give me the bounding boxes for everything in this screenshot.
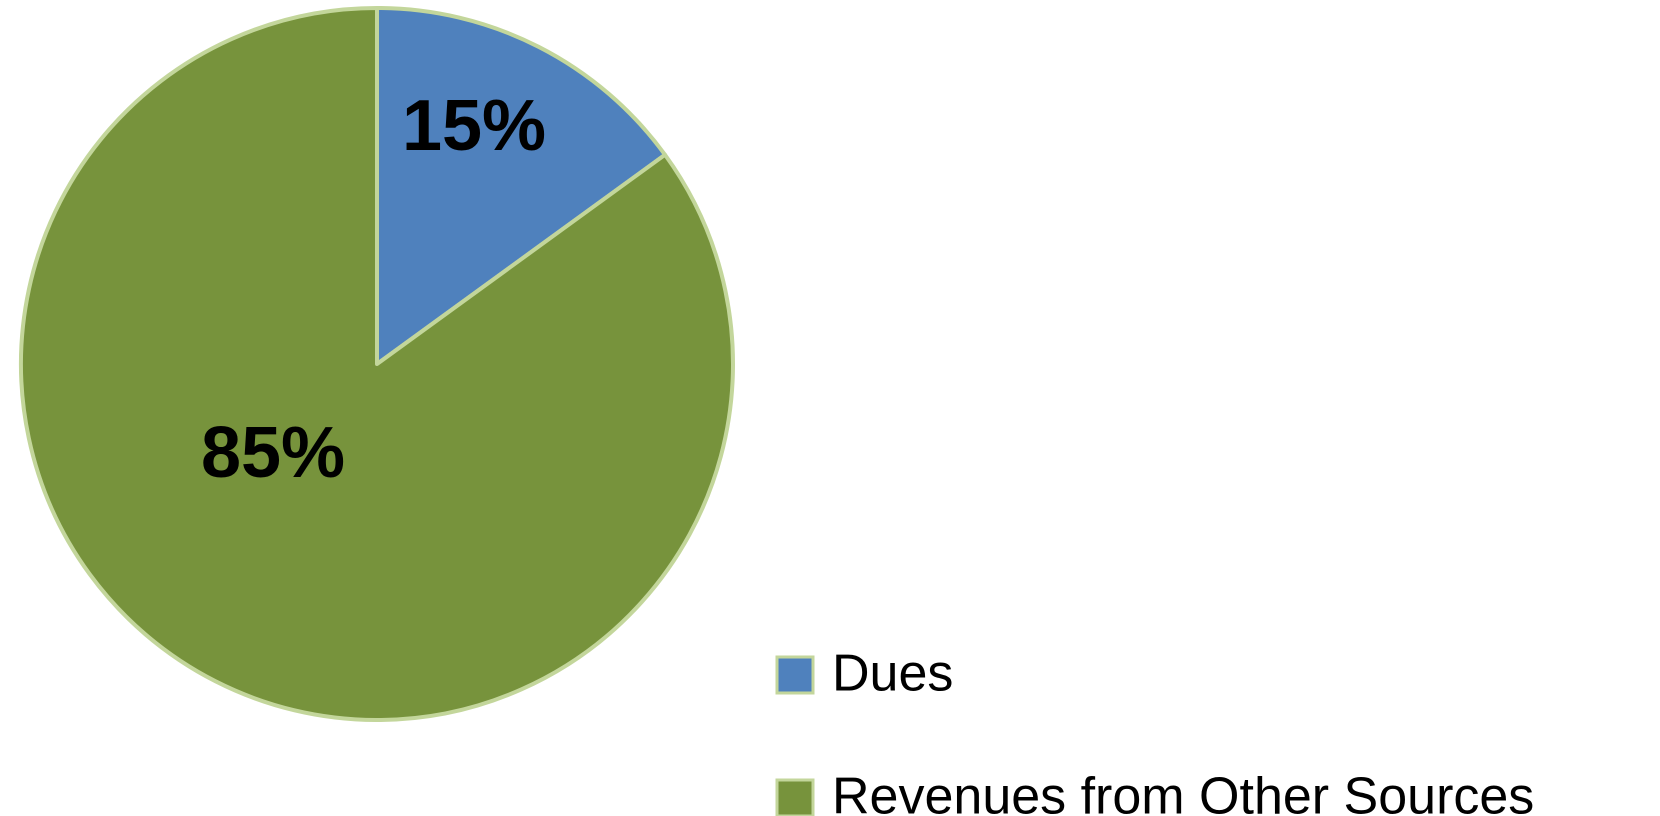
- legend-swatch: [775, 655, 815, 695]
- pie-slice: [375, 6, 668, 366]
- legend-label: Dues: [832, 645, 953, 703]
- legend-swatch: [775, 778, 815, 816]
- legend-label: Revenues from Other Sources: [832, 768, 1534, 816]
- pie-slice: [19, 6, 735, 722]
- data-label: 15%: [402, 86, 546, 166]
- data-label: 85%: [201, 413, 345, 493]
